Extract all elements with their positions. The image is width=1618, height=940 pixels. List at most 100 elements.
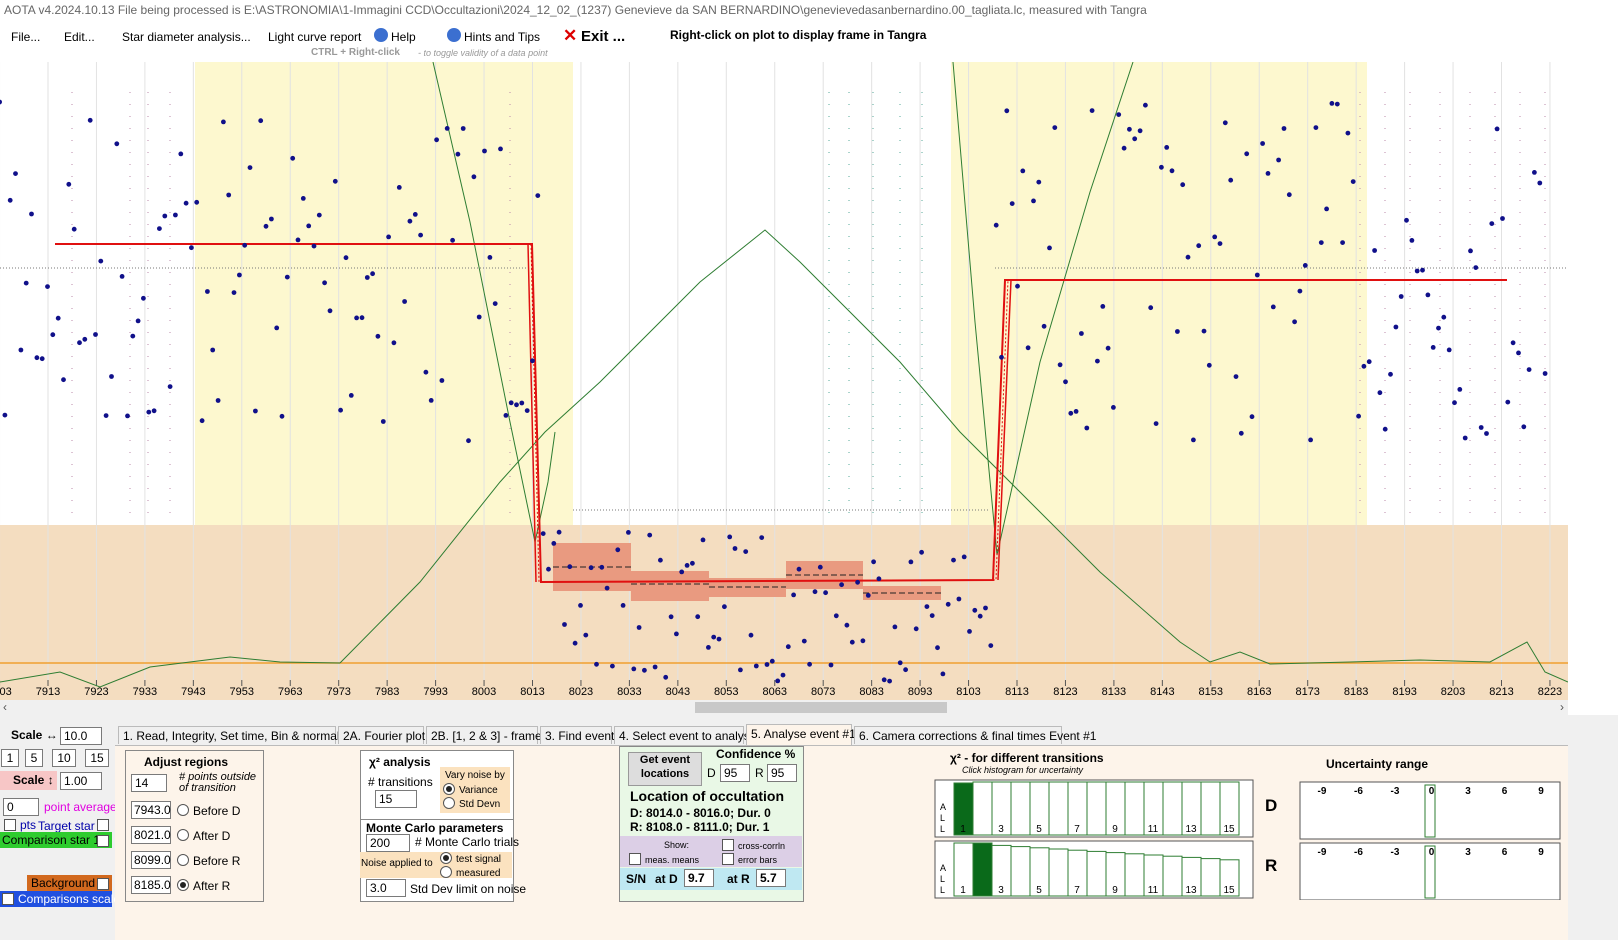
- data-point: [322, 280, 327, 286]
- number-input[interactable]: 8185.0: [131, 876, 171, 894]
- checkbox[interactable]: [97, 819, 109, 831]
- data-point: [1132, 136, 1138, 142]
- number-input[interactable]: 8099.0: [131, 851, 171, 869]
- data-point: [242, 242, 248, 248]
- radio-label[interactable]: After D: [193, 829, 231, 843]
- radio[interactable]: [177, 853, 193, 867]
- label: Scale ↔: [11, 728, 58, 742]
- green-curve: [339, 229, 1568, 683]
- preset-button[interactable]: 10: [52, 749, 76, 767]
- data-point: [1217, 241, 1223, 247]
- menu-item[interactable]: File...: [11, 30, 41, 44]
- data-point: [151, 408, 157, 414]
- data-point: [55, 315, 61, 321]
- data-point: [908, 559, 914, 565]
- number-input[interactable]: 14: [131, 774, 167, 792]
- menu-item[interactable]: Star diameter analysis...: [122, 30, 251, 44]
- menu-item[interactable]: Help: [391, 30, 416, 44]
- hints-icon: [447, 28, 461, 42]
- data-point: [679, 569, 685, 575]
- data-point: [519, 400, 525, 406]
- data-point: [1084, 425, 1090, 431]
- checkbox-label[interactable]: meas. means: [645, 855, 700, 865]
- data-point: [1228, 177, 1234, 183]
- data-point: [546, 566, 551, 572]
- tab[interactable]: 6. Camera corrections & final times Even…: [854, 726, 1096, 744]
- data-point: [39, 356, 45, 362]
- radio[interactable]: [177, 828, 193, 842]
- number-input[interactable]: 8021.0: [131, 826, 171, 844]
- number-input[interactable]: 3.0: [366, 879, 406, 897]
- preset-button[interactable]: 1: [1, 749, 19, 767]
- data-point: [375, 333, 381, 339]
- preset-button[interactable]: 5: [25, 749, 43, 767]
- checkbox[interactable]: [97, 835, 109, 847]
- tab[interactable]: 2A. Fourier plot: [338, 726, 425, 744]
- radio[interactable]: [177, 803, 193, 817]
- hist-side: L: [940, 813, 945, 823]
- radio-label[interactable]: Before D: [193, 804, 241, 818]
- data-point: [865, 593, 871, 598]
- tab[interactable]: 3. Find events: [540, 726, 620, 744]
- data-point: [1308, 437, 1313, 443]
- data-point: [1222, 120, 1228, 126]
- menu-item[interactable]: Exit ...: [581, 28, 626, 45]
- data-point: [189, 245, 194, 251]
- data-point: [1020, 168, 1026, 174]
- data-point: [1516, 350, 1521, 356]
- radio-label[interactable]: Variance: [459, 785, 498, 796]
- average-select[interactable]: 0: [3, 798, 39, 816]
- tab[interactable]: 5. Analyse event #1: [746, 724, 856, 745]
- radio-label[interactable]: After R: [193, 879, 231, 893]
- menu-bar: [0, 20, 1618, 62]
- radio-label[interactable]: measured: [456, 868, 501, 879]
- data-point: [1324, 206, 1329, 212]
- menu-item[interactable]: Hints and Tips: [464, 30, 541, 44]
- number-input[interactable]: 95: [767, 764, 797, 782]
- preset-button[interactable]: 15: [85, 749, 109, 767]
- checkbox[interactable]: [97, 878, 109, 890]
- menu-item[interactable]: Light curve report: [268, 30, 362, 44]
- number-input[interactable]: 7943.0: [131, 801, 171, 819]
- checkbox-label[interactable]: error bars: [738, 855, 778, 865]
- scroll-right[interactable]: ›: [1560, 700, 1564, 714]
- scale-input[interactable]: 1.00: [60, 772, 102, 790]
- label: at D: [655, 872, 678, 886]
- bg-row: [27, 875, 112, 891]
- tab[interactable]: 1. Read, Integrity, Set time, Bin & norm…: [118, 726, 355, 744]
- data-point: [439, 378, 445, 383]
- data-point: [45, 284, 50, 289]
- x-tick-label: 8203: [1441, 686, 1465, 698]
- data-point: [1254, 272, 1260, 278]
- radio-label[interactable]: test signal: [456, 854, 502, 865]
- scroll-thumb[interactable]: [695, 702, 947, 713]
- radio-label[interactable]: Std Devn: [459, 799, 501, 810]
- group-title: Monte Carlo parameters: [366, 821, 504, 835]
- tab[interactable]: 2B. [1, 2 & 3] - frame test: [426, 726, 564, 744]
- radio[interactable]: [177, 878, 193, 892]
- data-point: [1249, 414, 1255, 420]
- menu-item[interactable]: Edit...: [64, 30, 95, 44]
- hist-label: 9: [1112, 824, 1118, 835]
- radio-label[interactable]: Before R: [193, 854, 241, 868]
- hist-bar: [972, 842, 993, 897]
- data-point: [498, 146, 503, 152]
- data-point: [892, 624, 898, 630]
- scroll-left[interactable]: ‹: [3, 700, 7, 714]
- number-input[interactable]: 95: [720, 764, 750, 782]
- button[interactable]: Get event locations: [628, 752, 702, 786]
- data-point: [700, 537, 706, 543]
- number-input[interactable]: 15: [375, 790, 417, 808]
- unc-label: 0: [1429, 847, 1435, 858]
- hist-side: L: [940, 885, 945, 895]
- data-point: [977, 613, 983, 619]
- tab[interactable]: 4. Select event to analyse: [614, 726, 756, 744]
- data-point: [295, 237, 301, 243]
- light-curve-plot[interactable]: 7903 7913 7923 7933 7943 7953 7963 7973 7983 7993…: [0, 62, 1568, 700]
- scale-input[interactable]: 10.0: [60, 727, 102, 745]
- number-input[interactable]: 200: [366, 834, 410, 852]
- checkbox-label[interactable]: cross-corrln: [738, 841, 786, 851]
- data-point: [386, 234, 391, 240]
